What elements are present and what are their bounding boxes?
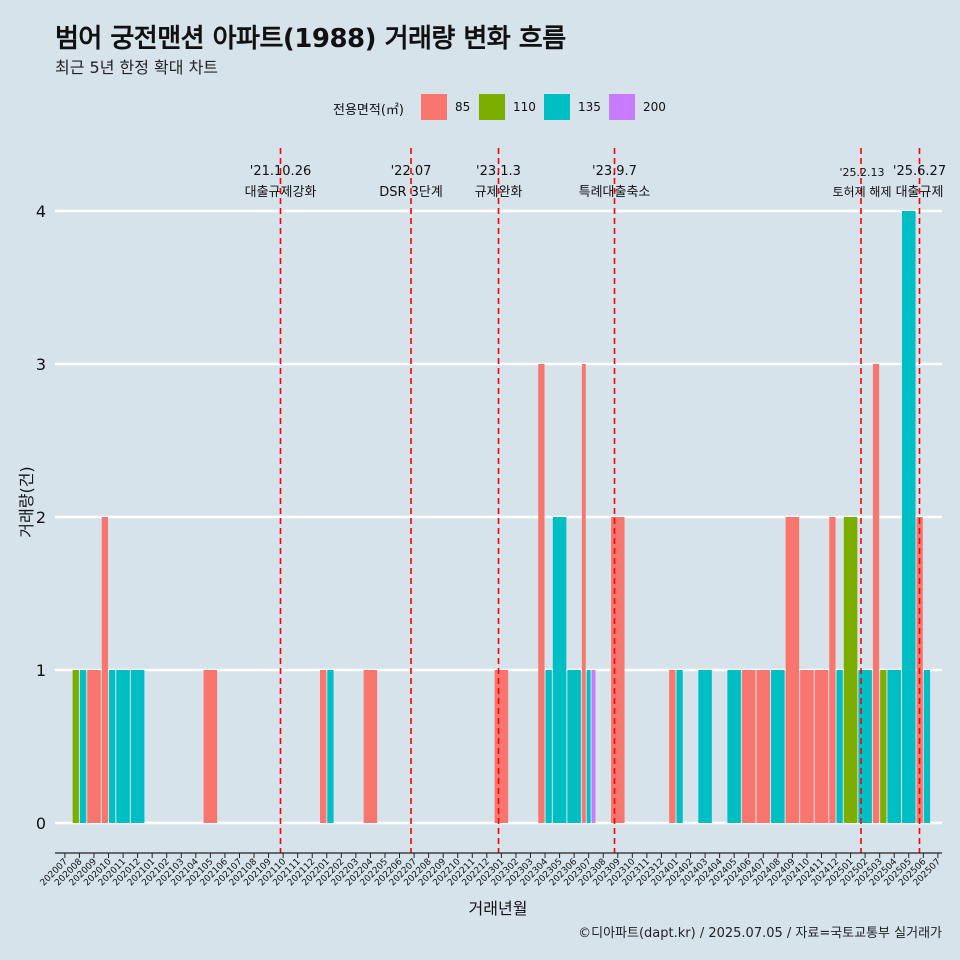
bar-85: [872, 364, 880, 823]
bar-85: [581, 364, 586, 823]
bar-135: [771, 670, 785, 823]
bar-85: [669, 670, 676, 823]
bar-85: [87, 670, 101, 823]
bar-85: [611, 517, 625, 823]
bar-135: [567, 670, 581, 823]
bar-85: [814, 670, 829, 823]
annotation-date: '23.1.3: [476, 164, 521, 179]
y-tick-label: 2: [36, 508, 46, 527]
bar-135: [586, 670, 591, 823]
bar-85: [320, 670, 327, 823]
chart-subtitle: 최근 5년 한정 확대 차트: [55, 58, 219, 77]
bar-135: [727, 670, 741, 823]
bar-85: [800, 670, 814, 823]
bar-135: [130, 670, 145, 823]
bar-85: [101, 517, 109, 823]
y-tick-label: 4: [36, 202, 46, 221]
annotation-label: 특례대출축소: [579, 185, 651, 200]
legend-key-200: [609, 94, 635, 120]
bar-135: [887, 670, 901, 823]
y-tick-label: 1: [36, 661, 46, 680]
bar-135: [923, 670, 931, 823]
bar-135: [116, 670, 130, 823]
bar-110: [72, 670, 79, 823]
legend-key-135: [544, 94, 570, 120]
bar-85: [785, 517, 800, 823]
annotation-label: 대출규제: [896, 185, 944, 200]
bar-135: [109, 670, 116, 823]
annotation-date: '25.6.27: [893, 164, 946, 179]
legend: 전용면적(㎡) 85 110 135 200: [0, 92, 960, 122]
bar-135: [902, 211, 916, 823]
bar-135: [836, 670, 843, 823]
bar-85: [756, 670, 771, 823]
bar-200: [591, 670, 596, 823]
annotation-date: '25.2.13: [839, 166, 884, 179]
bar-135: [552, 517, 567, 823]
chart-title: 범어 궁전맨션 아파트(1988) 거래량 변화 흐름: [55, 24, 566, 54]
bar-135: [698, 670, 712, 823]
legend-label-110: 110: [513, 100, 536, 114]
bar-135: [676, 670, 683, 823]
bar-85: [203, 670, 218, 823]
annotation-date: '21.10.26: [250, 164, 311, 179]
annotation-label: DSR 3단계: [379, 185, 443, 200]
legend-label-85: 85: [455, 100, 471, 114]
legend-label-135: 135: [578, 100, 601, 114]
bar-135: [79, 670, 87, 823]
bar-85: [363, 670, 378, 823]
y-tick-label: 0: [36, 814, 46, 833]
annotation-label: 토허제 해제: [832, 185, 891, 199]
legend-key-110: [479, 94, 505, 120]
bar-110: [880, 670, 887, 823]
y-tick-label: 3: [36, 355, 46, 374]
bar-135: [545, 670, 552, 823]
annotation-label: 대출규제강화: [245, 185, 317, 200]
bar-85: [741, 670, 756, 823]
legend-label-200: 200: [643, 100, 666, 114]
x-axis-title: 거래년월: [469, 899, 528, 918]
chart-caption: ©디아파트(dapt.kr) / 2025.07.05 / 자료=국토교통부 실…: [578, 926, 942, 941]
bar-110: [843, 517, 858, 823]
y-axis-title: 거래량(건): [17, 466, 36, 537]
bar-85: [829, 517, 836, 823]
annotation-date: '22.07: [391, 164, 432, 179]
legend-title: 전용면적(㎡): [333, 103, 404, 118]
bar-135: [327, 670, 334, 823]
legend-key-85: [421, 94, 447, 120]
bar-85: [494, 670, 509, 823]
annotation-date: '23.9.7: [592, 164, 637, 179]
bar-85: [538, 364, 545, 823]
annotation-label: 규제완화: [475, 185, 523, 200]
